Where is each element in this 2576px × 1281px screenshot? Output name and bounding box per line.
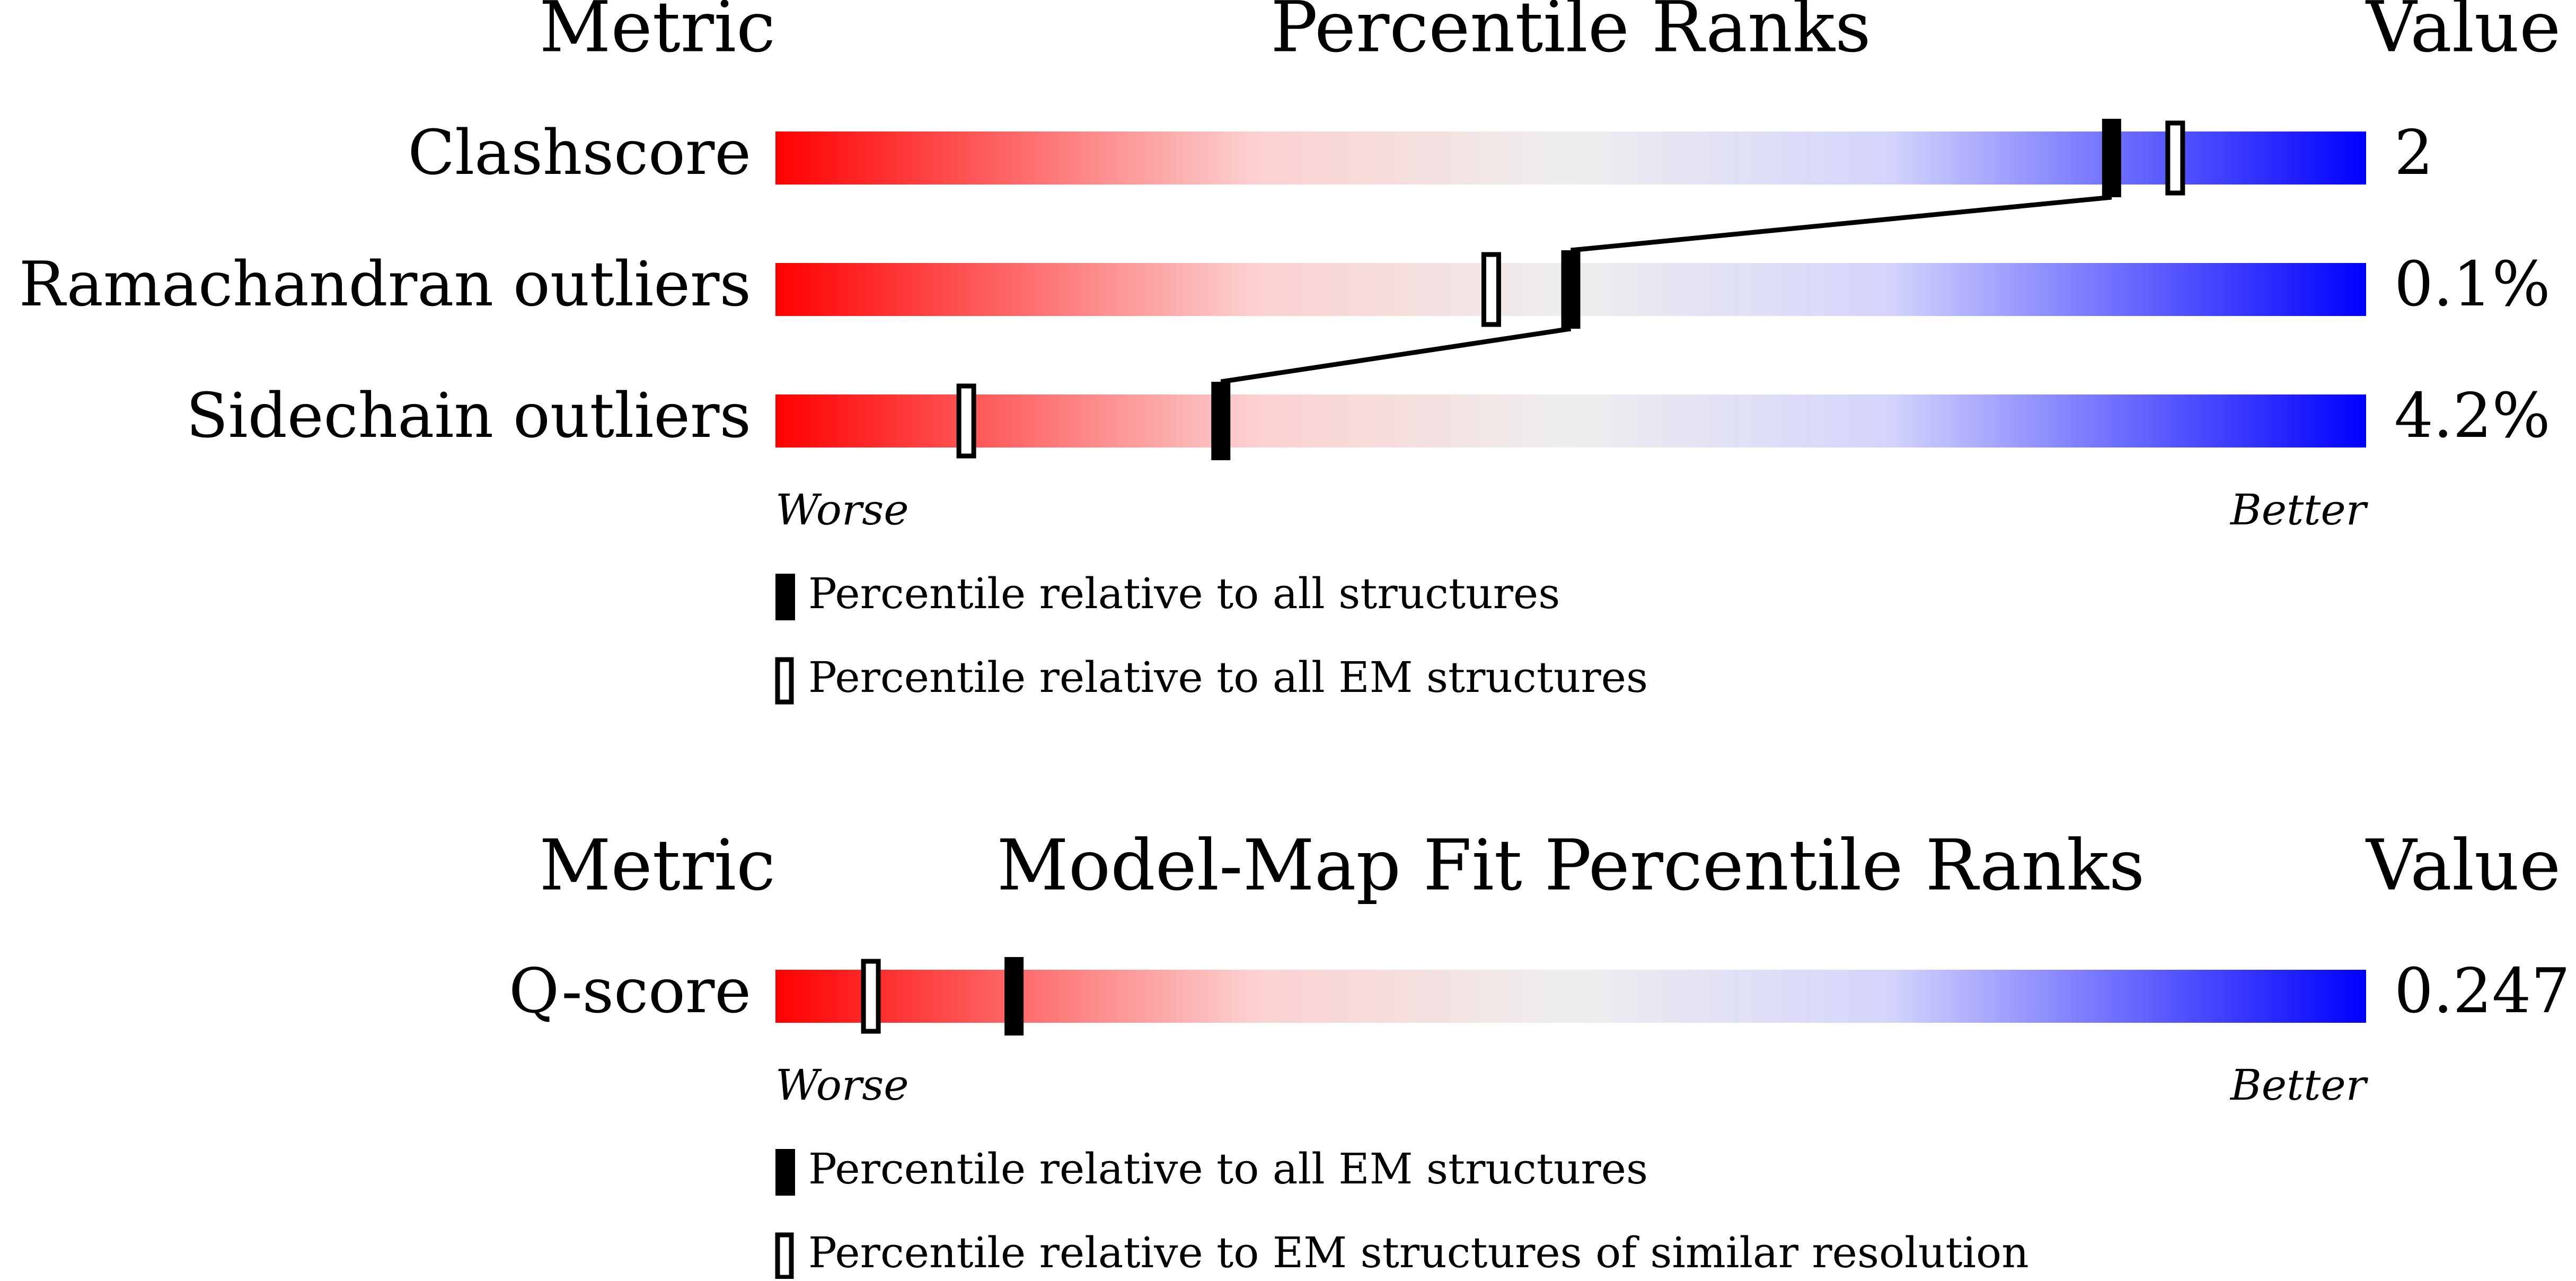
metric-value: 0.247 — [2394, 955, 2570, 1027]
legend-icon-open — [775, 1232, 794, 1280]
scale-better: Better — [2229, 485, 2369, 534]
metric-value: 2 — [2394, 117, 2433, 189]
marker-em — [956, 383, 976, 459]
legend-entry: Percentile relative to all EM structures — [808, 653, 1648, 702]
metric-label: Q-score — [509, 955, 751, 1027]
header-value: Value — [2365, 825, 2561, 907]
marker-em — [861, 959, 881, 1034]
marker-em — [1481, 252, 1501, 327]
marker-all — [1561, 250, 1581, 329]
metric-label: Ramachandran outliers — [19, 249, 751, 320]
legend-entry: Percentile relative to all EM structures — [808, 1144, 1648, 1194]
scale-worse: Worse — [775, 1060, 909, 1110]
legend-icon-filled — [775, 1149, 795, 1196]
slider-bar — [775, 970, 2366, 1023]
scale-worse: Worse — [775, 485, 909, 534]
header-value: Value — [2365, 0, 2561, 68]
scale-better: Better — [2229, 1060, 2369, 1110]
legend-entry: Percentile relative to all structures — [808, 569, 1560, 618]
marker-all — [2102, 119, 2121, 197]
slider-bar — [775, 394, 2366, 448]
marker-all — [1211, 382, 1231, 460]
legend-icon-open — [775, 657, 794, 705]
slider-bar — [775, 131, 2366, 185]
metric-value: 0.1% — [2394, 249, 2551, 320]
header-title: Percentile Ranks — [1271, 0, 1871, 68]
legend-icon-filled — [775, 574, 795, 620]
marker-em — [2165, 120, 2185, 196]
connector — [1571, 195, 2112, 253]
marker-all — [1004, 957, 1024, 1036]
metric-label: Sidechain outliers — [186, 380, 751, 452]
header-metric: Metric — [539, 825, 775, 907]
header-title: Model-Map Fit Percentile Ranks — [997, 825, 2145, 907]
legend-entry: Percentile relative to EM structures of … — [808, 1228, 2029, 1277]
metric-label: Clashscore — [408, 117, 751, 189]
metric-value: 4.2% — [2394, 380, 2551, 452]
header-metric: Metric — [539, 0, 775, 68]
connector — [1220, 326, 1572, 384]
